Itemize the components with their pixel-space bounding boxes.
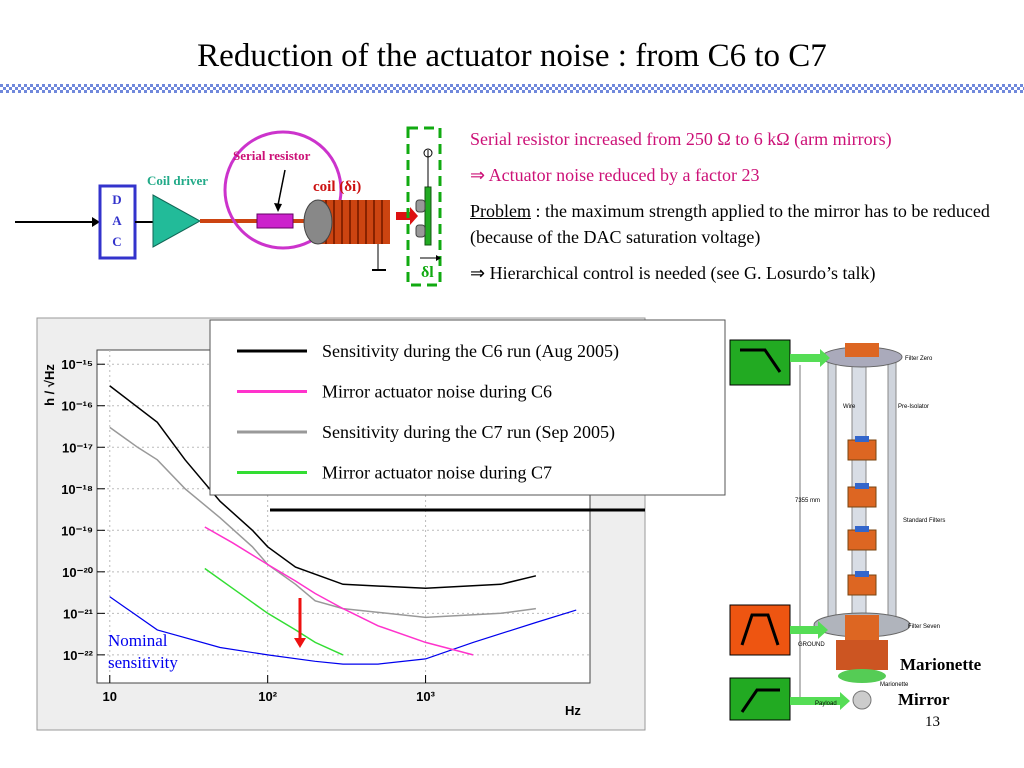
y-axis-label: h / √Hz	[42, 364, 57, 406]
resistor-label: Serial resistor	[233, 148, 311, 163]
title-band	[0, 84, 1024, 93]
suspension-label: Marionette	[880, 682, 909, 688]
coil-driver-label: Coil driver	[147, 173, 208, 188]
dac-letter: C	[112, 234, 121, 249]
series-line	[109, 385, 537, 590]
note-text: : the maximum strength applied to the mi…	[470, 201, 990, 247]
legend-label: Sensitivity during the C6 run (Aug 2005)	[322, 341, 619, 362]
reference-label: Nominal sensitivity	[108, 631, 178, 672]
note: ⇒ Hierarchical control is needed (see G.…	[470, 263, 876, 283]
y-tick-label: 10⁻²⁰	[62, 565, 94, 580]
y-tick-label: 10⁻¹⁷	[62, 440, 93, 455]
suspension-labels: Filter Zero Pre-Isolator Wire Standard Filt…	[795, 356, 945, 707]
suspension-label: Filter Seven	[908, 624, 940, 630]
series-line	[204, 567, 344, 656]
suspension-label: Wire	[843, 404, 856, 410]
title: Reduction of the actuator noise : from C…	[197, 38, 827, 74]
suspension-label: Payload	[815, 701, 837, 707]
reduction-arrow-head	[294, 638, 306, 648]
circuit	[15, 126, 442, 287]
note-emphasis: Problem	[470, 201, 531, 221]
y-tick-label: 10⁻¹⁵	[61, 357, 93, 372]
legend-box	[209, 319, 726, 496]
y-tick-label: 10⁻¹⁶	[61, 399, 93, 414]
displacement-label: δl	[421, 264, 434, 281]
legend-label: Mirror actuator noise during C6	[322, 382, 552, 402]
note: ⇒ Actuator noise reduced by a factor 23	[470, 165, 760, 185]
legend-label: Sensitivity during the C7 run (Sep 2005)	[322, 422, 615, 443]
suspension-label: GROUND	[798, 642, 825, 648]
reference-line	[109, 596, 577, 665]
series-line	[204, 526, 474, 656]
marionette-label: Marionette	[900, 655, 982, 674]
x-tick-label: 10	[103, 689, 117, 704]
notes: Serial resistor increased from 250 Ω to …	[470, 126, 1015, 296]
y-tick-label: 10⁻¹⁹	[61, 523, 93, 538]
dac-letter: A	[112, 213, 122, 228]
coil-label: coil (δi)	[313, 179, 361, 195]
suspension-label: Pre-Isolator	[898, 404, 929, 410]
mirror-label: Mirror	[898, 690, 950, 709]
x-axis-label: Hz	[565, 703, 581, 718]
y-tick-label: 10⁻²¹	[63, 606, 93, 621]
y-tick-label: 10⁻²²	[63, 648, 94, 663]
dac-letter: D	[112, 192, 121, 207]
y-tick-label: 10⁻¹⁸	[61, 482, 93, 497]
legend: Sensitivity during the C6 run (Aug 2005)…	[237, 341, 619, 483]
legend-label: Mirror actuator noise during C7	[322, 463, 552, 483]
suspension-label: 7355 mm	[795, 498, 820, 504]
note: Problem : the maximum strength applied t…	[470, 198, 1015, 250]
x-tick-label: 10²	[258, 689, 277, 704]
note: Serial resistor increased from 250 Ω to …	[470, 129, 892, 149]
page-number: 13	[925, 714, 940, 730]
x-tick-label: 10³	[416, 689, 435, 704]
suspension-drawing	[729, 339, 911, 721]
suspension-label: Standard Filters	[903, 518, 945, 524]
suspension-label: Filter Zero	[905, 356, 933, 362]
